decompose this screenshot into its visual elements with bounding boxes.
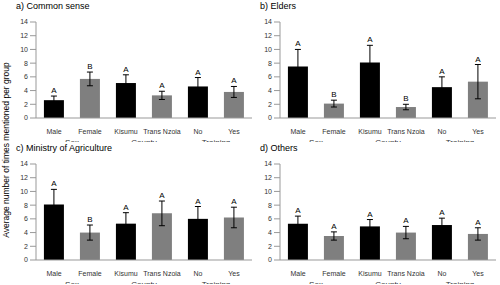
svg-text:Yes: Yes [472,128,484,135]
svg-text:A: A [439,67,445,76]
svg-text:No: No [194,270,203,277]
svg-text:Kisumu: Kisumu [358,270,381,277]
svg-text:10: 10 [264,46,272,53]
svg-text:14: 14 [20,18,28,25]
svg-text:2: 2 [24,101,28,108]
svg-text:12: 12 [264,32,272,39]
html-text:d) Others: d) Others [260,143,298,153]
svg-text:A: A [367,35,373,44]
svg-text:10: 10 [264,188,272,195]
svg-text:No: No [438,270,447,277]
svg-text:14: 14 [264,160,272,167]
svg-text:Male: Male [290,270,305,277]
svg-text:2: 2 [24,243,28,250]
svg-text:0: 0 [268,114,272,121]
svg-text:0: 0 [24,256,28,263]
svg-text:Training: Training [446,138,475,142]
svg-text:A: A [195,197,201,206]
svg-text:Female: Female [78,128,101,135]
svg-text:Training: Training [202,280,231,284]
svg-text:0: 0 [24,114,28,121]
svg-text:10: 10 [20,46,28,53]
svg-text:A: A [331,222,337,231]
svg-text:Yes: Yes [228,270,240,277]
svg-text:B: B [331,90,336,99]
svg-text:A: A [159,81,165,90]
svg-text:County: County [131,280,156,284]
svg-text:8: 8 [268,60,272,67]
svg-text:14: 14 [264,18,272,25]
svg-text:12: 12 [20,32,28,39]
svg-text:Trans Nzoia: Trans Nzoia [143,128,181,135]
svg-text:A: A [367,210,373,219]
svg-text:4: 4 [268,87,272,94]
svg-text:Average number of times mentio: Average number of times mentioned per gr… [8,62,11,238]
svg-text:14: 14 [20,160,28,167]
svg-text:Sex: Sex [65,280,79,284]
svg-text:Trans Nzoia: Trans Nzoia [387,270,425,277]
svg-text:4: 4 [24,87,28,94]
svg-text:Sex: Sex [309,280,323,284]
svg-text:0: 0 [268,256,272,263]
svg-text:Male: Male [46,270,61,277]
svg-text:10: 10 [20,188,28,195]
svg-text:Trans Nzoia: Trans Nzoia [143,270,181,277]
svg-text:8: 8 [24,60,28,67]
svg-text:Yes: Yes [472,270,484,277]
svg-text:County: County [375,280,400,284]
html-text:b) Elders: b) Elders [260,1,296,11]
svg-text:Female: Female [78,270,101,277]
svg-text:12: 12 [264,174,272,181]
svg-text:Kisumu: Kisumu [358,128,381,135]
svg-text:6: 6 [24,215,28,222]
svg-text:A: A [159,191,165,200]
svg-text:A: A [439,208,445,217]
svg-text:6: 6 [268,215,272,222]
svg-text:8: 8 [24,202,28,209]
svg-text:6: 6 [24,73,28,80]
svg-text:B: B [87,215,92,224]
svg-text:A: A [295,39,301,48]
svg-text:A: A [231,76,237,85]
svg-text:B: B [403,94,408,103]
svg-text:A: A [123,65,129,74]
svg-text:2: 2 [268,101,272,108]
svg-text:Male: Male [290,128,305,135]
svg-text:Kisumu: Kisumu [114,128,137,135]
svg-text:A: A [123,203,129,212]
svg-text:A: A [475,55,481,64]
svg-text:A: A [475,218,481,227]
svg-text:A: A [295,206,301,215]
svg-text:Male: Male [46,128,61,135]
svg-text:A: A [403,216,409,225]
svg-text:Female: Female [322,128,345,135]
svg-text:A: A [51,179,57,188]
svg-text:6: 6 [268,73,272,80]
svg-text:4: 4 [24,229,28,236]
svg-text:A: A [51,86,57,95]
svg-text:A: A [195,68,201,77]
svg-text:County: County [375,138,400,142]
svg-text:County: County [131,138,156,142]
svg-text:2: 2 [268,243,272,250]
svg-text:4: 4 [268,229,272,236]
svg-text:Trans Nzoia: Trans Nzoia [387,128,425,135]
svg-text:Female: Female [322,270,345,277]
svg-text:8: 8 [268,202,272,209]
svg-text:No: No [194,128,203,135]
svg-text:Sex: Sex [309,138,323,142]
svg-text:Training: Training [446,280,475,284]
svg-text:A: A [231,197,237,206]
svg-text:Kisumu: Kisumu [114,270,137,277]
svg-text:No: No [438,128,447,135]
svg-text:Sex: Sex [65,138,79,142]
html-text:c) Ministry of Agriculture: c) Ministry of Agriculture [16,143,112,153]
svg-text:Training: Training [202,138,231,142]
svg-text:12: 12 [20,174,28,181]
html-text:a) Common sense: a) Common sense [16,1,90,11]
svg-text:B: B [87,62,92,71]
svg-text:Yes: Yes [228,128,240,135]
